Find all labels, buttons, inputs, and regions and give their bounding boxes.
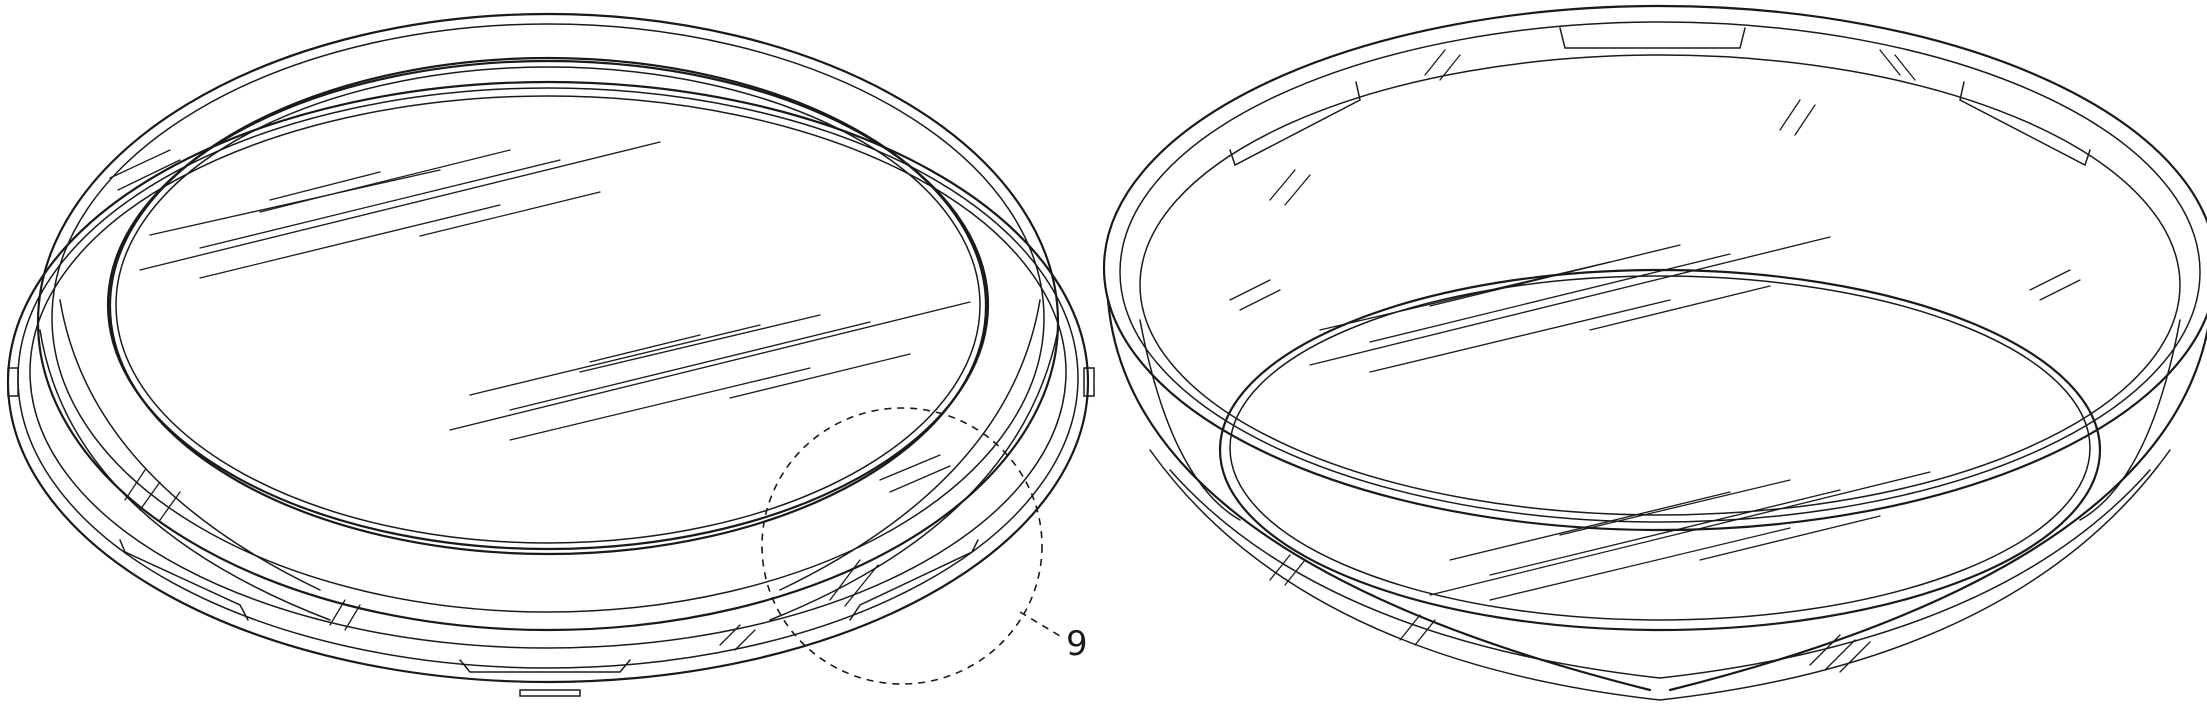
container-left-lug (1230, 82, 1360, 165)
lid-panel-ring-mid (116, 67, 980, 543)
lid-side-lug-left (8, 368, 18, 396)
container-floor-reflection-lower (1430, 472, 1930, 600)
container-wall-hatching (1230, 50, 2080, 672)
lid-panel-ring-outer (108, 61, 988, 549)
detail-callout-leader (1020, 612, 1060, 636)
container-floor-inner (1230, 276, 2090, 620)
container-right-lug (1960, 82, 2090, 165)
lid-outer-flange (8, 82, 1088, 682)
container-floor-reflection-upper (1310, 237, 1830, 372)
lid-notch-left (120, 540, 248, 620)
lid-side-contour-right (770, 330, 1058, 620)
container-floor-outer (1220, 270, 2100, 630)
container-rim-outer (1104, 6, 2207, 530)
container-wall-top (1140, 55, 2180, 515)
lid-front-tab (520, 690, 580, 696)
lid-panel-reflection-upper (140, 142, 660, 278)
lid-rim-outer (38, 14, 1058, 630)
container-base-edge-2 (1170, 470, 2150, 678)
container-top-view (1104, 6, 2207, 700)
detail-reference-label: 9 (1066, 624, 1088, 664)
lid-rim-mid (52, 24, 1044, 612)
container-top-lug (1560, 28, 1745, 48)
lid-panel-reflection-lower (450, 302, 970, 440)
lid-rim-inner-left (60, 300, 320, 590)
lid-top-view: 9 (8, 14, 1094, 696)
lid-flange-step (30, 96, 1066, 648)
lid-rim-hatching (110, 150, 950, 650)
container-rim-inner (1120, 22, 2200, 522)
lid-side-contour-left (40, 330, 330, 620)
